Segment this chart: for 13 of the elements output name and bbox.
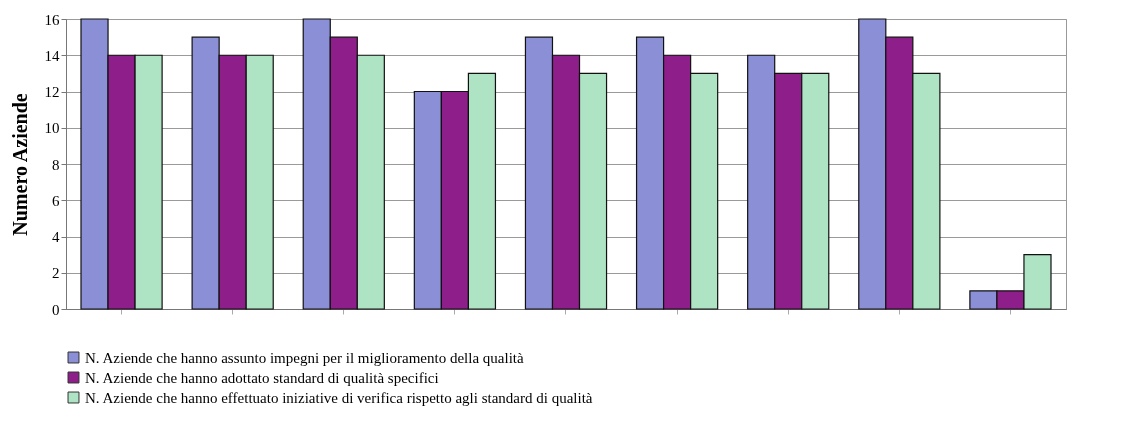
legend-label: N. Aziende che hanno adottato standard di qualità specifici <box>85 369 439 386</box>
legend-label: N. Aziende che hanno assunto impegni per il miglioramento della qualità <box>85 349 524 366</box>
y-tick-label: 12 <box>44 84 60 100</box>
y-tick-label: 6 <box>52 192 60 209</box>
y-axis-title: Numero Aziende <box>8 93 31 236</box>
y-tick-label: 10 <box>44 120 60 137</box>
y-tick-label: 8 <box>52 156 60 173</box>
y-tick-label: 2 <box>52 265 60 282</box>
y-tick-label: 0 <box>52 301 60 318</box>
y-tick-label: 14 <box>44 47 60 64</box>
y-tick-label: 16 <box>44 11 60 28</box>
y-tick-label: 4 <box>52 229 60 245</box>
legend-label: N. Aziende che hanno effettuato iniziative di verifica rispetto agli standard di qualità <box>85 389 593 406</box>
